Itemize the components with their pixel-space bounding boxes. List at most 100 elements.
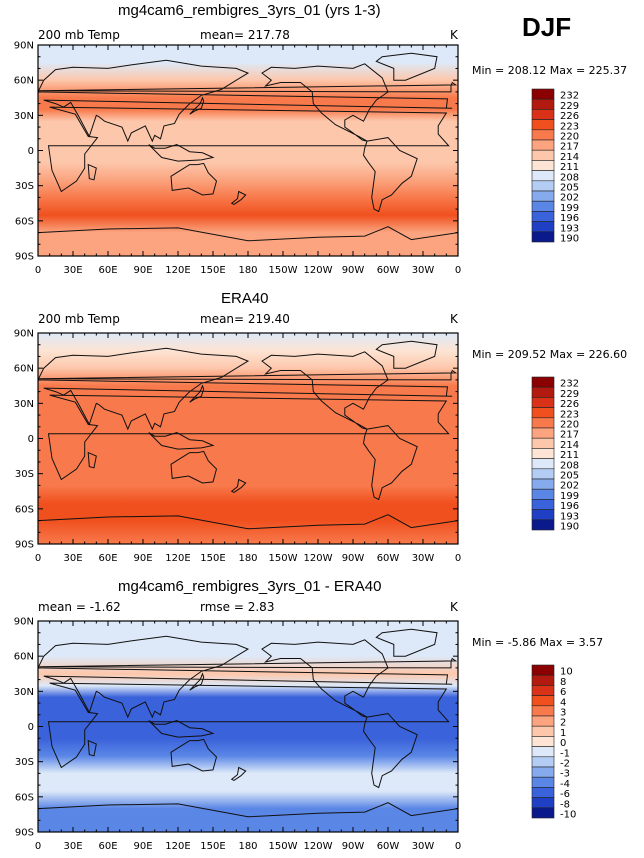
colorbar-label: 202 <box>560 481 579 492</box>
y-tick-label: 60N <box>14 652 34 663</box>
y-tick-label: 90N <box>14 41 34 52</box>
coastline-africa <box>47 682 450 769</box>
colorbar-label: 223 <box>560 409 579 420</box>
panel-1-min-max: Min = 208.12 Max = 225.37 <box>472 64 628 77</box>
field-fill-3 <box>38 621 458 832</box>
y-tick-label: 0 <box>28 722 34 733</box>
coastline-greenland <box>375 628 438 657</box>
panel-1-units-label: K <box>450 28 458 42</box>
colorbar-label: 232 <box>560 91 579 102</box>
colorbar-label: 1 <box>560 728 566 739</box>
colorbar-label: 196 <box>560 213 579 224</box>
x-tick-label: 90W <box>342 841 365 852</box>
coastline-indonesia <box>148 720 215 738</box>
y-tick-label: 30N <box>14 399 34 410</box>
coastline-north-america <box>261 639 389 718</box>
x-tick-label: 150W <box>269 553 298 564</box>
colorbar-box <box>531 221 555 233</box>
colorbar-label: 208 <box>560 172 579 183</box>
colorbar-label: 229 <box>560 389 579 400</box>
x-tick-label: 0 <box>35 553 41 564</box>
colorbar-box <box>531 478 555 490</box>
coastline-antarctica <box>38 802 458 832</box>
x-tick-label: 180 <box>238 553 257 564</box>
coastline-africa <box>47 106 450 193</box>
coastline-europe-asia <box>38 635 453 719</box>
coastline-uk <box>39 369 458 381</box>
panel-1-title: mg4cam6_rembigres_3yrs_01 (yrs 1-3) <box>118 2 381 19</box>
coastlines-3 <box>38 628 458 832</box>
colorbar-box <box>531 109 555 120</box>
x-tick-label: 180 <box>238 265 257 276</box>
coastline-uk <box>39 657 458 669</box>
coastline-indonesia <box>148 432 215 450</box>
colorbar-label: -1 <box>560 748 570 759</box>
coastline-south-america <box>362 425 418 501</box>
x-tick-label: 90E <box>133 553 152 564</box>
colorbar-box <box>531 129 555 141</box>
coastline-indonesia <box>148 144 215 162</box>
x-tick-label: 0 <box>455 265 461 276</box>
y-tick-label: 60N <box>14 76 34 87</box>
coastline-africa <box>47 394 450 481</box>
coastline-madagascar <box>87 451 97 469</box>
colorbar-label: -8 <box>560 799 570 810</box>
colorbar-box <box>531 458 555 470</box>
colorbar-box <box>531 695 555 707</box>
colorbar-label: 208 <box>560 460 579 471</box>
x-tick-label: 30E <box>63 841 82 852</box>
colorbar-label: 8 <box>560 677 566 688</box>
colorbar-label: 214 <box>560 440 579 451</box>
coastline-greenland <box>375 52 438 81</box>
x-tick-label: 30W <box>412 841 435 852</box>
x-tick-label: 0 <box>35 841 41 852</box>
colorbar-label: 193 <box>560 511 579 522</box>
x-tick-label: 180 <box>238 841 257 852</box>
panel-2-left-label: 200 mb Temp <box>38 312 120 326</box>
coastline-australia <box>170 450 218 484</box>
x-tick-label: 30E <box>63 265 82 276</box>
colorbar-box <box>531 386 555 398</box>
coastlines-2 <box>38 340 458 544</box>
colorbar-box <box>531 766 555 778</box>
colorbar-box <box>531 427 555 439</box>
colorbar-label: 6 <box>560 687 566 698</box>
colorbar-box <box>531 376 555 388</box>
colorbar-box <box>531 160 555 171</box>
coastline-new-zealand <box>230 766 247 781</box>
y-tick-label: 90N <box>14 617 34 628</box>
y-tick-label: 30N <box>14 687 34 698</box>
colorbar-box <box>531 746 555 758</box>
colorbar-label: 214 <box>560 152 579 163</box>
coastline-north-america <box>261 63 389 142</box>
field-fill-1 <box>38 45 458 256</box>
colorbar-box <box>531 787 555 798</box>
colorbar-box <box>531 190 555 202</box>
x-tick-label: 0 <box>455 841 461 852</box>
season-label: DJF <box>522 12 572 42</box>
x-tick-label: 60E <box>98 553 117 564</box>
coastline-australia <box>170 162 218 196</box>
colorbar-label: 193 <box>560 223 579 234</box>
coastline-antarctica <box>38 226 458 256</box>
x-tick-label: 90W <box>342 553 365 564</box>
colorbar-label: 3 <box>560 708 566 719</box>
colorbar-box <box>531 736 555 747</box>
y-tick-label: 30S <box>15 181 34 192</box>
y-tick-label: 60N <box>14 364 34 375</box>
panel-1-mean-label: mean= 217.78 <box>200 28 290 42</box>
coastline-south-america <box>362 137 418 213</box>
coastline-europe-asia <box>38 347 453 431</box>
colorbar-label: -6 <box>560 789 570 800</box>
colorbar-box <box>531 488 555 500</box>
coastline-japan <box>189 384 205 403</box>
colorbar-label: 205 <box>560 471 579 482</box>
colorbar-label: 229 <box>560 101 579 112</box>
coastlines-1 <box>38 52 458 256</box>
y-tick-label: 60S <box>15 504 34 515</box>
y-tick-label: 90S <box>15 540 34 551</box>
colorbar-label: 232 <box>560 379 579 390</box>
x-tick-label: 120W <box>304 841 333 852</box>
colorbar-label: 217 <box>560 430 579 441</box>
